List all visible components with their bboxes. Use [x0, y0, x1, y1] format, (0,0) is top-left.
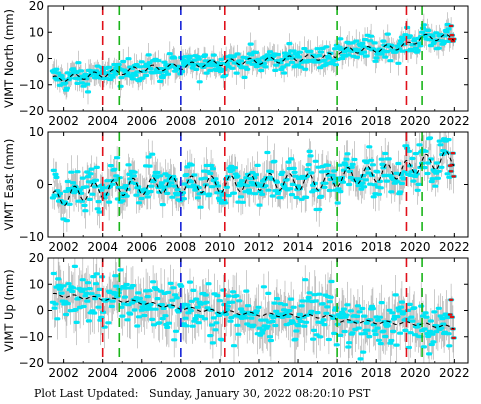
x-tick-label: 2012: [244, 366, 275, 380]
x-tick-label: 2006: [126, 240, 157, 254]
y-tick-label: −10: [19, 330, 44, 344]
y-axis-label: VIMT East (mm): [2, 139, 16, 231]
x-tick-label: 2006: [126, 366, 157, 380]
y-tick-label: 0: [36, 304, 44, 318]
chart-panel-1: 2002 2004 2006 2008 2010 2012 2014 2016 2018 2020…: [2, 0, 470, 128]
x-tick-label: 2004: [87, 366, 118, 380]
model-fit-line: [52, 292, 454, 330]
y-tick-label: 20: [29, 251, 44, 265]
data-layer: [49, 132, 457, 234]
x-tick-label: 2020: [400, 240, 431, 254]
chart-panel-3: 2002 2004 2006 2008 2010 2012 2014 2016 2018 2020…: [2, 251, 470, 380]
data-layer: [49, 12, 457, 105]
x-tick-label: 2020: [400, 114, 431, 128]
recent-points: [447, 152, 457, 178]
x-tick-label: 2022: [439, 240, 470, 254]
x-tick-label: 2020: [400, 366, 431, 380]
model-fit-line: [52, 33, 455, 82]
error-bars: [52, 258, 454, 363]
x-tick-label: 2016: [322, 240, 353, 254]
y-tick-label: −20: [19, 104, 44, 118]
x-tick-label: 2016: [322, 114, 353, 128]
x-tick-label: 2008: [166, 240, 197, 254]
y-tick-label: 10: [29, 125, 44, 139]
recent-points: [447, 298, 457, 340]
plot-last-updated: Plot Last Updated: Sunday, January 30, 2…: [34, 387, 370, 400]
x-tick-label: 2008: [166, 114, 197, 128]
chart-panel-2: 2002 2004 2006 2008 2010 2012 2014 2016 2018 2020…: [2, 125, 470, 254]
y-tick-label: 10: [29, 25, 44, 39]
x-tick-label: 2008: [166, 366, 197, 380]
x-tick-label: 2006: [126, 114, 157, 128]
x-tick-label: 2010: [205, 366, 236, 380]
x-tick-label: 2012: [244, 114, 275, 128]
y-axis-label: VIMT North (mm): [2, 9, 16, 108]
x-tick-label: 2012: [244, 240, 275, 254]
data-layer: [49, 258, 457, 363]
x-tick-label: 2010: [205, 240, 236, 254]
x-tick-label: 2004: [87, 114, 118, 128]
y-tick-label: 0: [36, 52, 44, 66]
y-tick-label: 0: [36, 178, 44, 192]
data-points: [49, 132, 457, 223]
x-tick-label: 2018: [361, 114, 392, 128]
model-fit-line: [52, 150, 455, 207]
x-tick-label: 2022: [439, 366, 470, 380]
y-tick-label: 10: [29, 277, 44, 291]
x-tick-label: 2018: [361, 240, 392, 254]
x-tick-label: 2002: [48, 114, 79, 128]
gps-timeseries-figure: 2002 2004 2006 2008 2010 2012 2014 2016 2018 2020…: [2, 0, 470, 380]
footer-timestamp: Sunday, January 30, 2022 08:20:10 PST: [148, 387, 371, 400]
y-tick-label: −20: [19, 356, 44, 370]
data-points: [49, 264, 457, 361]
x-tick-label: 2014: [283, 240, 314, 254]
x-tick-label: 2014: [283, 114, 314, 128]
x-tick-label: 2022: [439, 114, 470, 128]
y-tick-label: 20: [29, 0, 44, 13]
x-tick-label: 2002: [48, 240, 79, 254]
y-tick-label: −10: [19, 230, 44, 244]
footer-label: Plot Last Updated:: [34, 387, 139, 400]
x-tick-label: 2014: [283, 366, 314, 380]
data-points: [49, 22, 457, 94]
error-bars: [52, 12, 454, 105]
x-tick-label: 2004: [87, 240, 118, 254]
x-tick-label: 2016: [322, 366, 353, 380]
recent-points: [447, 24, 457, 43]
y-tick-label: −10: [19, 78, 44, 92]
x-tick-label: 2002: [48, 366, 79, 380]
y-axis-label: VIMT Up (mm): [2, 269, 16, 352]
x-tick-label: 2010: [205, 114, 236, 128]
x-tick-label: 2018: [361, 366, 392, 380]
